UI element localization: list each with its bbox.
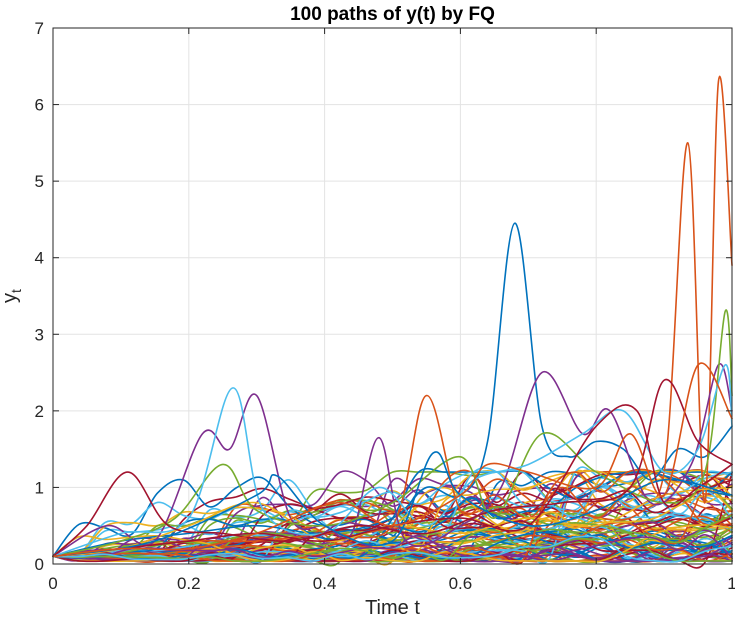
background-path — [52, 535, 733, 563]
y-tick-label: 1 — [35, 478, 44, 497]
y-tick-label: 4 — [35, 249, 44, 268]
x-tick-label: 0.8 — [584, 574, 608, 593]
background-path — [52, 479, 733, 565]
series-line-path-10 — [52, 362, 733, 558]
y-tick-label: 7 — [35, 19, 44, 38]
y-tick-label: 2 — [35, 402, 44, 421]
y-tick-label: 3 — [35, 325, 44, 344]
paths-layer — [52, 75, 733, 569]
y-tick-label: 6 — [35, 96, 44, 115]
x-tick-label: 0.2 — [177, 574, 201, 593]
x-tick-label: 0 — [48, 574, 57, 593]
y-tick-label: 0 — [35, 555, 44, 574]
y-axis-title: yt — [0, 289, 24, 303]
background-path — [52, 514, 733, 563]
x-tick-label: 1 — [727, 574, 735, 593]
series-line-path-4 — [52, 363, 733, 558]
series-line-path-2 — [52, 75, 733, 558]
x-tick-label: 0.4 — [313, 574, 337, 593]
series-line-path-9 — [52, 451, 733, 558]
x-axis-title: Time t — [365, 597, 420, 618]
background-path — [52, 524, 733, 563]
ticks: 0 0.2 0.4 0.6 0.8 1 0 1 2 3 4 5 6 7 — [35, 19, 735, 593]
series-line-path-1 — [52, 222, 733, 558]
plot-frame — [52, 27, 733, 565]
chart-title: 100 paths of y(t) by FQ — [290, 4, 495, 25]
series-line-path-8 — [52, 404, 733, 558]
background-path — [52, 468, 733, 565]
y-axis-title-base: y — [0, 293, 21, 303]
series-line-path-6 — [52, 364, 733, 558]
series-line-path-7 — [52, 378, 733, 558]
y-axis-title-subscript: t — [8, 289, 24, 293]
y-tick-label: 5 — [35, 172, 44, 191]
x-tick-label: 0.6 — [449, 574, 473, 593]
